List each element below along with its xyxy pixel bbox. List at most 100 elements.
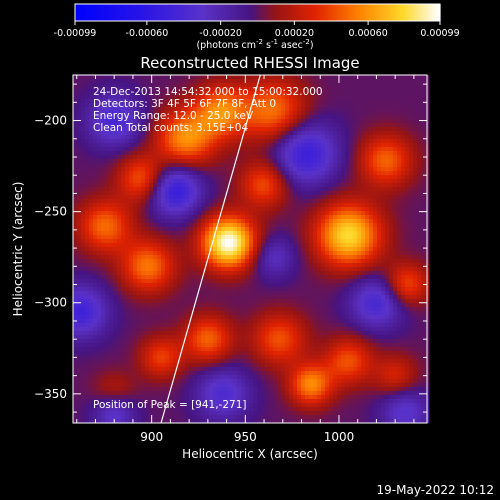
- heatmap-cell: [349, 267, 354, 272]
- heatmap-cell: [253, 159, 258, 164]
- heatmap-cell: [245, 239, 250, 244]
- heatmap-cell: [137, 171, 142, 176]
- heatmap-cell: [133, 275, 138, 280]
- heatmap-cell: [185, 195, 190, 200]
- heatmap-cell: [149, 103, 154, 108]
- heatmap-cell: [397, 159, 402, 164]
- heatmap-cell: [97, 223, 102, 228]
- heatmap-cell: [145, 215, 150, 220]
- heatmap-cell: [233, 203, 238, 208]
- heatmap-cell: [125, 287, 130, 292]
- heatmap-cell: [353, 127, 358, 132]
- heatmap-cell: [81, 271, 86, 276]
- heatmap-cell: [181, 203, 186, 208]
- heatmap-cell: [121, 111, 126, 116]
- heatmap-cell: [309, 171, 314, 176]
- heatmap-cell: [177, 215, 182, 220]
- heatmap-cell: [417, 231, 422, 236]
- heatmap-cell: [185, 227, 190, 232]
- heatmap-cell: [245, 131, 250, 136]
- colorbar-strip: [302, 4, 306, 21]
- heatmap-cell: [277, 83, 282, 88]
- heatmap-cell: [213, 103, 218, 108]
- heatmap-cell: [309, 263, 314, 268]
- heatmap-cell: [269, 183, 274, 188]
- heatmap-cell: [345, 175, 350, 180]
- heatmap-cell: [265, 203, 270, 208]
- heatmap-cell: [241, 115, 246, 120]
- heatmap-cell: [205, 287, 210, 292]
- heatmap-cell: [97, 251, 102, 256]
- heatmap-cell: [413, 287, 418, 292]
- heatmap-cell: [257, 107, 262, 112]
- heatmap-cell: [365, 151, 370, 156]
- heatmap-cell: [197, 283, 202, 288]
- heatmap-cell: [405, 111, 410, 116]
- heatmap-cell: [201, 87, 206, 92]
- heatmap-cell: [97, 123, 102, 128]
- heatmap-cell: [265, 247, 270, 252]
- heatmap-cell: [169, 191, 174, 196]
- heatmap-cell: [93, 79, 98, 84]
- colorbar-strip: [307, 4, 311, 21]
- heatmap-cell: [257, 287, 262, 292]
- heatmap-cell: [209, 79, 214, 84]
- heatmap-cell: [417, 223, 422, 228]
- heatmap-cell: [169, 203, 174, 208]
- heatmap-cell: [233, 151, 238, 156]
- heatmap-cell: [129, 175, 134, 180]
- heatmap-cell: [293, 195, 298, 200]
- heatmap-cell: [141, 231, 146, 236]
- heatmap-cell: [413, 267, 418, 272]
- heatmap-cell: [233, 271, 238, 276]
- heatmap-cell: [285, 187, 290, 192]
- heatmap-cell: [197, 111, 202, 116]
- heatmap-cell: [89, 187, 94, 192]
- heatmap-cell: [101, 123, 106, 128]
- heatmap-cell: [97, 139, 102, 144]
- heatmap-cell: [345, 279, 350, 284]
- heatmap-cell: [217, 147, 222, 152]
- heatmap-cell: [369, 231, 374, 236]
- heatmap-cell: [185, 123, 190, 128]
- heatmap-cell: [337, 127, 342, 132]
- heatmap-cell: [197, 151, 202, 156]
- heatmap-cell: [393, 203, 398, 208]
- heatmap-cell: [301, 211, 306, 216]
- heatmap-cell: [121, 187, 126, 192]
- heatmap-cell: [253, 283, 258, 288]
- heatmap-cell: [297, 175, 302, 180]
- heatmap-cell: [157, 283, 162, 288]
- heatmap-cell: [277, 187, 282, 192]
- heatmap-cell: [237, 95, 242, 100]
- heatmap-cell: [169, 115, 174, 120]
- heatmap-cell: [181, 75, 186, 80]
- heatmap-cell: [381, 215, 386, 220]
- heatmap-cell: [141, 227, 146, 232]
- heatmap-cell: [125, 203, 130, 208]
- heatmap-cell: [205, 83, 210, 88]
- heatmap-cell: [177, 123, 182, 128]
- heatmap-cell: [181, 159, 186, 164]
- heatmap-cell: [421, 219, 426, 224]
- heatmap-cell: [265, 111, 270, 116]
- heatmap-cell: [121, 123, 126, 128]
- heatmap-cell: [229, 219, 234, 224]
- heatmap-cell: [165, 235, 170, 240]
- heatmap-cell: [337, 251, 342, 256]
- heatmap-cell: [225, 275, 230, 280]
- heatmap-cell: [333, 195, 338, 200]
- heatmap-cell: [241, 103, 246, 108]
- heatmap-cell: [309, 271, 314, 276]
- heatmap-cell: [125, 263, 130, 268]
- heatmap-cell: [77, 79, 82, 84]
- heatmap-cell: [381, 259, 386, 264]
- colorbar-strip: [277, 4, 281, 21]
- heatmap-cell: [273, 103, 278, 108]
- heatmap-cell: [97, 155, 102, 160]
- colorbar-strip: [367, 4, 371, 21]
- heatmap-cell: [321, 159, 326, 164]
- heatmap-cell: [285, 123, 290, 128]
- heatmap-cell: [297, 235, 302, 240]
- heatmap-cell: [157, 207, 162, 212]
